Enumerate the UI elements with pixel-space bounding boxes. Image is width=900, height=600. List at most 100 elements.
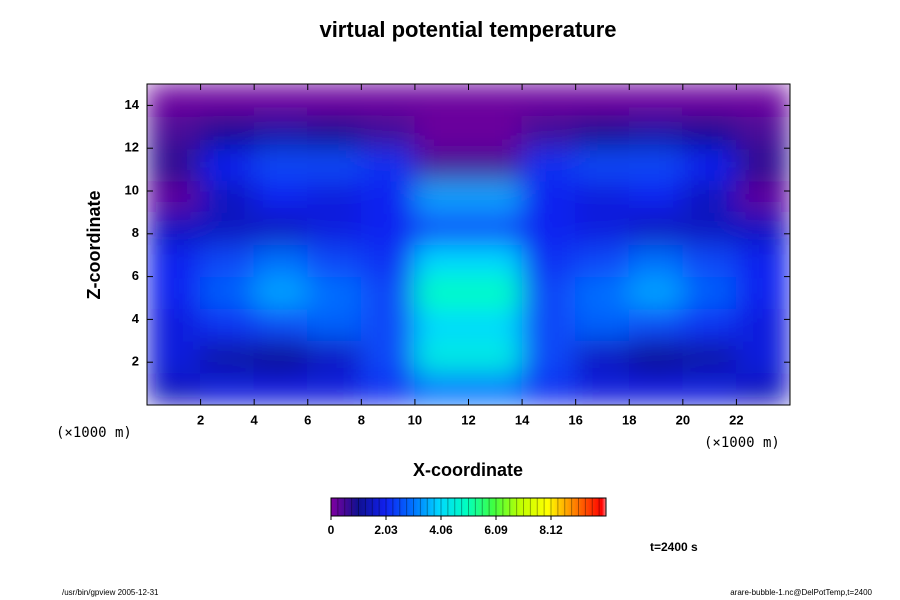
- y-unit: (×1000 m): [56, 425, 132, 441]
- heat-cell: [468, 340, 523, 374]
- heat-cell: [253, 276, 309, 310]
- y-tick-label: 14: [125, 97, 140, 112]
- footer-left: /usr/bin/gpview 2005-12-31: [62, 588, 159, 597]
- annotation: t=2400 s: [650, 540, 698, 554]
- heat-cell: [414, 147, 469, 181]
- x-tick-label: 14: [515, 412, 530, 427]
- x-tick-label: 10: [408, 412, 422, 427]
- heat-cell: [682, 147, 737, 181]
- heat-cell: [360, 179, 416, 213]
- heat-cell: [468, 179, 523, 213]
- heat-cell: [521, 308, 577, 342]
- heat-cell: [735, 372, 790, 405]
- heat-cell: [307, 84, 362, 117]
- heat-cell: [735, 276, 790, 310]
- heat-cell: [200, 308, 255, 342]
- x-tick-label: 8: [358, 412, 365, 427]
- heat-cell: [521, 276, 577, 310]
- heat-cell: [628, 84, 684, 117]
- heat-cell: [575, 372, 630, 405]
- heat-cell: [735, 115, 790, 149]
- y-tick-label: 10: [125, 182, 139, 197]
- heat-cell: [521, 372, 577, 405]
- heat-cell: [628, 340, 684, 374]
- heat-cell: [147, 147, 202, 181]
- colorbar-tick-label: 8.12: [539, 523, 563, 537]
- x-tick-label: 2: [197, 412, 204, 427]
- heat-cell: [307, 372, 362, 405]
- heat-cell: [414, 84, 469, 117]
- heat-cell: [468, 308, 523, 342]
- heat-cell: [628, 276, 684, 310]
- heat-cell: [200, 276, 255, 310]
- heat-cell: [253, 84, 309, 117]
- heat-cell: [521, 84, 577, 117]
- x-tick-label: 20: [676, 412, 690, 427]
- heat-cell: [414, 179, 469, 213]
- heat-cell: [575, 115, 630, 149]
- heat-cell: [682, 372, 737, 405]
- heat-cell: [360, 276, 416, 310]
- heat-cell: [360, 372, 416, 405]
- heat-cell: [253, 211, 309, 245]
- heat-cell: [147, 308, 202, 342]
- y-tick-label: 2: [132, 354, 139, 369]
- y-tick-label: 4: [132, 311, 140, 326]
- heat-cell: [414, 244, 469, 278]
- heat-cell: [682, 211, 737, 245]
- heat-cell: [575, 340, 630, 374]
- heat-cell: [468, 84, 523, 117]
- heat-cell: [200, 179, 255, 213]
- heat-cell: [628, 115, 684, 149]
- heat-cell: [735, 340, 790, 374]
- y-tick-label: 12: [125, 140, 139, 155]
- heat-cell: [360, 308, 416, 342]
- heat-cell: [414, 372, 469, 405]
- footer-right: arare-bubble-1.nc@DelPotTemp,t=2400: [730, 588, 872, 597]
- x-axis-label: X-coordinate: [413, 460, 523, 480]
- heat-cell: [200, 244, 255, 278]
- heat-cell: [735, 147, 790, 181]
- heat-cell: [200, 340, 255, 374]
- heat-cell: [575, 308, 630, 342]
- heat-cell: [521, 211, 577, 245]
- heat-cell: [468, 115, 523, 149]
- heat-cell: [521, 179, 577, 213]
- heat-cell: [360, 244, 416, 278]
- heat-cell: [200, 211, 255, 245]
- heat-cell: [253, 244, 309, 278]
- heat-cell: [682, 179, 737, 213]
- x-tick-label: 22: [729, 412, 743, 427]
- heat-cell: [200, 372, 255, 405]
- heat-cell: [360, 115, 416, 149]
- heat-cell: [682, 84, 737, 117]
- heat-cell: [307, 115, 362, 149]
- heat-cell: [682, 340, 737, 374]
- heatmap: [147, 84, 790, 405]
- x-tick-label: 4: [251, 412, 259, 427]
- heat-cell: [307, 308, 362, 342]
- heat-cell: [468, 211, 523, 245]
- heat-cell: [360, 84, 416, 117]
- heat-cell: [200, 84, 255, 117]
- heat-cell: [628, 308, 684, 342]
- heat-cell: [307, 244, 362, 278]
- x-tick-label: 16: [568, 412, 582, 427]
- heat-cell: [468, 372, 523, 405]
- heat-cell: [147, 372, 202, 405]
- heat-cell: [575, 84, 630, 117]
- heat-cell: [253, 115, 309, 149]
- heat-cell: [147, 276, 202, 310]
- heat-cell: [360, 211, 416, 245]
- heat-cell: [307, 147, 362, 181]
- heat-cell: [628, 244, 684, 278]
- colorbar-tick-label: 6.09: [484, 523, 508, 537]
- heat-cell: [307, 276, 362, 310]
- heat-cell: [147, 179, 202, 213]
- heat-cell: [253, 147, 309, 181]
- heat-cell: [468, 244, 523, 278]
- heat-cell: [468, 276, 523, 310]
- y-axis-label: Z-coordinate: [84, 190, 104, 299]
- heat-cell: [147, 84, 202, 117]
- heat-cell: [735, 244, 790, 278]
